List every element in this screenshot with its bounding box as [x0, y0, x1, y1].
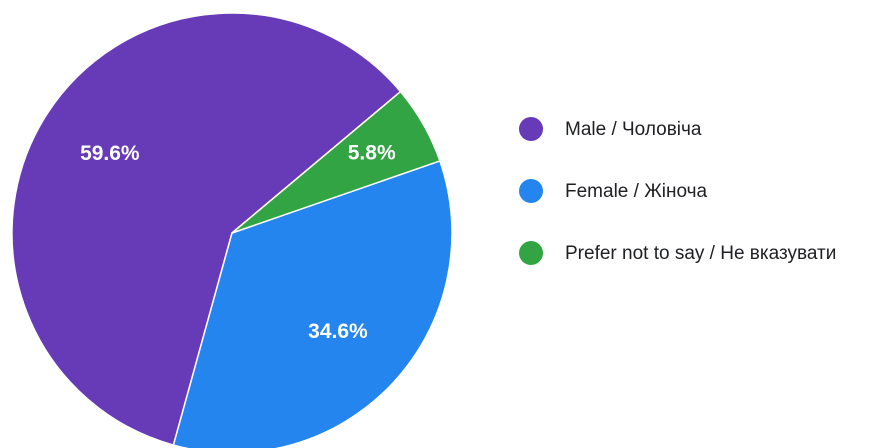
legend-label: Prefer not to say / Не вказувати — [565, 243, 836, 264]
pie-slice — [11, 12, 402, 446]
pie-slice — [172, 159, 453, 448]
legend-marker — [519, 241, 543, 265]
pie-slice — [231, 90, 441, 234]
legend-label: Male / Чоловіча — [565, 119, 702, 140]
slice-label: 34.6% — [308, 320, 368, 343]
legend-label: Female / Жіноча — [565, 181, 707, 202]
slice-label: 59.6% — [80, 142, 140, 165]
legend-marker — [519, 117, 543, 141]
slice-label: 5.8% — [348, 141, 396, 164]
legend-marker — [519, 179, 543, 203]
